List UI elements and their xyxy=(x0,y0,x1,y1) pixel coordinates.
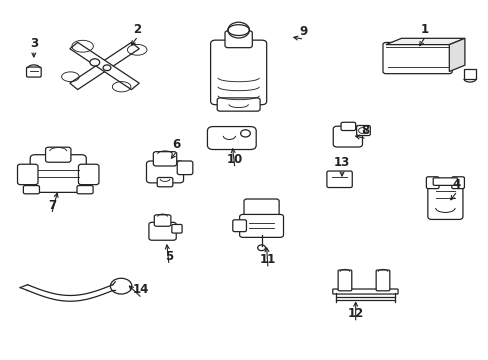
FancyBboxPatch shape xyxy=(207,127,256,149)
FancyBboxPatch shape xyxy=(153,152,176,166)
FancyBboxPatch shape xyxy=(427,181,462,220)
Circle shape xyxy=(103,65,111,71)
FancyBboxPatch shape xyxy=(332,126,362,147)
Polygon shape xyxy=(463,69,475,79)
FancyBboxPatch shape xyxy=(426,177,438,189)
Circle shape xyxy=(240,130,250,137)
FancyBboxPatch shape xyxy=(78,164,99,185)
FancyBboxPatch shape xyxy=(26,67,41,77)
FancyBboxPatch shape xyxy=(382,42,451,74)
FancyBboxPatch shape xyxy=(177,161,192,175)
FancyBboxPatch shape xyxy=(18,164,38,185)
Text: 1: 1 xyxy=(420,23,428,36)
FancyBboxPatch shape xyxy=(154,215,170,226)
Text: 14: 14 xyxy=(133,283,149,296)
FancyBboxPatch shape xyxy=(77,185,93,194)
Polygon shape xyxy=(70,42,139,90)
FancyBboxPatch shape xyxy=(239,215,283,237)
FancyBboxPatch shape xyxy=(332,289,397,294)
FancyBboxPatch shape xyxy=(432,178,457,185)
Text: 10: 10 xyxy=(226,153,243,166)
Text: 9: 9 xyxy=(298,25,306,38)
Text: 13: 13 xyxy=(333,156,349,169)
FancyBboxPatch shape xyxy=(356,126,369,135)
FancyBboxPatch shape xyxy=(326,171,351,188)
FancyBboxPatch shape xyxy=(171,225,182,233)
Text: 5: 5 xyxy=(164,249,173,262)
FancyBboxPatch shape xyxy=(244,199,279,221)
Text: 12: 12 xyxy=(347,307,363,320)
Circle shape xyxy=(90,59,100,66)
FancyBboxPatch shape xyxy=(224,31,252,48)
Text: 3: 3 xyxy=(30,37,38,50)
FancyBboxPatch shape xyxy=(217,98,260,111)
Text: 2: 2 xyxy=(133,23,141,36)
Polygon shape xyxy=(70,42,139,90)
Text: 7: 7 xyxy=(48,199,56,212)
FancyBboxPatch shape xyxy=(340,122,355,131)
FancyBboxPatch shape xyxy=(337,270,351,291)
FancyBboxPatch shape xyxy=(149,222,176,240)
Circle shape xyxy=(110,278,132,294)
FancyBboxPatch shape xyxy=(375,270,389,291)
Circle shape xyxy=(227,22,249,38)
FancyBboxPatch shape xyxy=(232,220,246,231)
Text: 4: 4 xyxy=(451,178,460,191)
Polygon shape xyxy=(448,38,464,72)
FancyBboxPatch shape xyxy=(146,161,183,183)
Circle shape xyxy=(257,245,265,251)
FancyBboxPatch shape xyxy=(30,155,86,192)
FancyBboxPatch shape xyxy=(157,177,172,187)
Polygon shape xyxy=(385,38,464,45)
Text: 6: 6 xyxy=(172,138,180,150)
Text: 8: 8 xyxy=(361,124,369,137)
FancyBboxPatch shape xyxy=(451,177,464,189)
FancyBboxPatch shape xyxy=(210,40,266,105)
FancyBboxPatch shape xyxy=(23,185,40,194)
Text: 11: 11 xyxy=(259,253,275,266)
FancyBboxPatch shape xyxy=(45,147,71,162)
